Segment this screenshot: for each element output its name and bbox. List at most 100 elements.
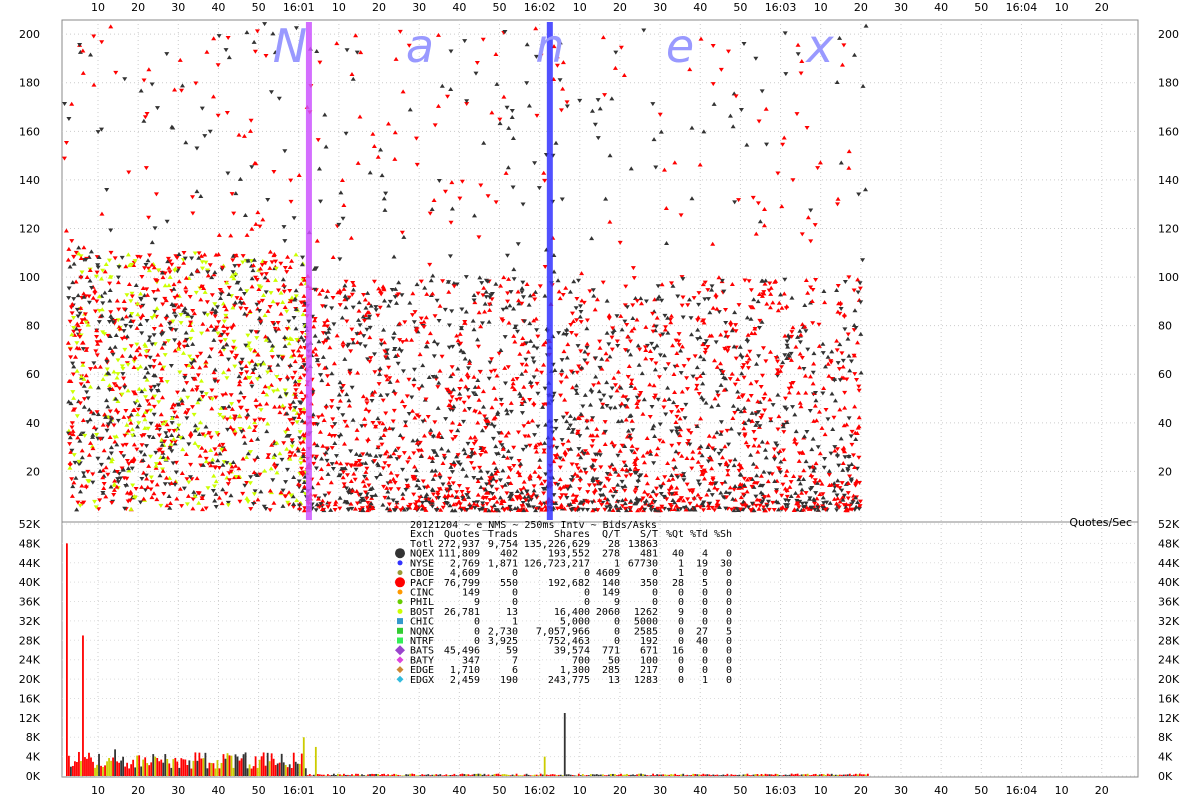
quote-marker bbox=[577, 487, 582, 491]
rate-bar bbox=[482, 775, 484, 776]
quote-marker bbox=[432, 420, 437, 424]
quote-marker bbox=[489, 485, 494, 489]
rate-bar bbox=[841, 775, 843, 776]
quote-marker bbox=[313, 494, 318, 498]
rate-bar bbox=[237, 757, 239, 776]
quote-marker bbox=[809, 447, 814, 451]
quote-marker bbox=[343, 294, 348, 298]
quote-marker bbox=[669, 314, 674, 318]
quote-marker bbox=[754, 232, 759, 236]
quote-marker bbox=[841, 365, 846, 369]
quote-marker bbox=[489, 110, 494, 114]
rate-bar bbox=[142, 760, 144, 776]
quote-marker bbox=[695, 365, 700, 369]
quote-marker bbox=[609, 96, 614, 100]
quote-marker bbox=[662, 168, 667, 172]
rate-bar bbox=[90, 757, 92, 776]
rate-bar bbox=[516, 774, 518, 776]
quote-marker bbox=[520, 286, 525, 290]
x-tick-label-top: 10 bbox=[332, 1, 346, 14]
quote-marker bbox=[775, 427, 780, 431]
quote-marker bbox=[572, 416, 577, 420]
quote-marker bbox=[192, 413, 197, 417]
rate-bar bbox=[704, 774, 706, 776]
quote-marker bbox=[651, 489, 656, 493]
quote-marker bbox=[379, 292, 384, 296]
quote-marker bbox=[158, 323, 163, 327]
rate-bar bbox=[86, 759, 88, 776]
quote-marker bbox=[177, 279, 182, 283]
quote-marker bbox=[341, 345, 346, 349]
quote-marker bbox=[645, 481, 650, 485]
quote-marker bbox=[654, 487, 659, 491]
rate-bar bbox=[397, 775, 399, 776]
quote-marker bbox=[324, 295, 329, 299]
quote-marker bbox=[803, 391, 808, 395]
quote-marker bbox=[243, 213, 248, 217]
rate-bar bbox=[827, 774, 829, 776]
rate-bar bbox=[542, 775, 544, 776]
quote-marker bbox=[69, 477, 74, 481]
quote-marker bbox=[845, 469, 850, 473]
quote-marker bbox=[204, 459, 209, 463]
rate-bar bbox=[831, 774, 833, 776]
quote-marker bbox=[86, 396, 91, 400]
rate-bar bbox=[116, 761, 118, 776]
quote-marker bbox=[476, 345, 481, 349]
quote-marker bbox=[341, 340, 346, 344]
quote-marker bbox=[584, 326, 589, 330]
quote-marker bbox=[292, 216, 297, 220]
quote-marker bbox=[558, 394, 563, 398]
quote-marker bbox=[98, 365, 103, 369]
quote-marker bbox=[521, 424, 526, 428]
quote-marker bbox=[836, 284, 841, 288]
quote-marker bbox=[782, 291, 787, 295]
quote-marker bbox=[748, 381, 753, 385]
rate-bar bbox=[313, 775, 315, 776]
quote-marker bbox=[422, 286, 427, 290]
quote-marker bbox=[286, 320, 291, 324]
quote-marker bbox=[852, 288, 857, 292]
quote-marker bbox=[157, 361, 162, 365]
x-tick-label-top: 50 bbox=[493, 1, 507, 14]
quote-marker bbox=[79, 483, 84, 487]
quote-marker bbox=[67, 286, 72, 290]
quote-marker bbox=[80, 455, 85, 459]
rate-bar bbox=[732, 775, 734, 776]
rate-bar bbox=[598, 775, 600, 776]
rate-bar bbox=[787, 775, 789, 776]
quote-marker bbox=[142, 387, 147, 391]
quote-marker bbox=[143, 115, 148, 119]
quote-marker bbox=[70, 494, 75, 498]
rate-bar bbox=[793, 775, 795, 776]
quote-marker bbox=[120, 317, 125, 321]
quote-marker bbox=[180, 447, 185, 451]
quote-marker bbox=[226, 404, 231, 408]
quote-marker bbox=[265, 370, 270, 374]
quote-marker bbox=[818, 451, 823, 455]
quote-marker bbox=[478, 183, 483, 187]
rate-bar bbox=[118, 763, 120, 776]
rate-bar bbox=[407, 775, 409, 776]
quote-marker bbox=[374, 308, 379, 312]
quote-marker bbox=[152, 385, 157, 389]
quote-marker bbox=[667, 397, 672, 401]
quote-marker bbox=[669, 473, 674, 477]
quote-marker bbox=[674, 486, 679, 490]
quote-marker bbox=[99, 463, 104, 467]
quote-marker bbox=[96, 385, 101, 389]
quote-marker bbox=[466, 376, 471, 380]
quote-marker bbox=[285, 255, 290, 259]
quote-marker bbox=[343, 305, 348, 309]
quote-marker bbox=[351, 340, 356, 344]
quote-marker bbox=[753, 438, 758, 442]
quote-marker bbox=[111, 493, 116, 497]
quote-marker bbox=[834, 288, 839, 292]
quote-marker bbox=[608, 153, 613, 157]
rate-bar bbox=[146, 763, 148, 776]
quote-marker bbox=[142, 417, 147, 421]
quote-marker bbox=[214, 479, 219, 483]
quote-marker bbox=[129, 344, 134, 348]
quote-marker bbox=[323, 494, 328, 498]
quote-marker bbox=[497, 352, 502, 356]
